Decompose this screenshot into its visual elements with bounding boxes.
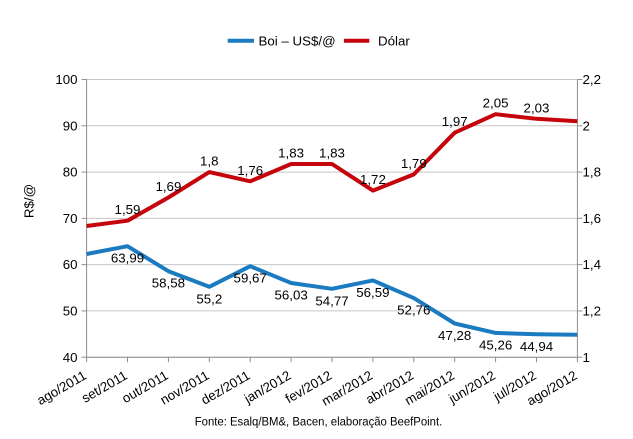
svg-text:1,6: 1,6 [583,211,602,226]
svg-text:1,69: 1,69 [155,179,181,194]
svg-text:1,72: 1,72 [360,172,386,187]
svg-text:40: 40 [63,350,78,365]
svg-text:80: 80 [63,165,78,180]
svg-text:56,03: 56,03 [274,288,307,303]
svg-text:54,77: 54,77 [315,293,348,308]
svg-text:1: 1 [583,350,590,365]
svg-text:63,99: 63,99 [111,251,144,266]
svg-text:59,67: 59,67 [234,271,267,286]
svg-text:1,59: 1,59 [115,202,141,217]
svg-text:45,26: 45,26 [479,337,512,352]
svg-text:100: 100 [55,72,77,87]
svg-text:1,8: 1,8 [583,165,602,180]
svg-text:Boi – US$/@: Boi – US$/@ [259,33,336,48]
svg-text:2,03: 2,03 [524,100,550,115]
svg-text:58,58: 58,58 [152,276,185,291]
svg-text:50: 50 [63,304,78,319]
svg-text:56,59: 56,59 [356,285,389,300]
svg-text:1,83: 1,83 [319,146,345,161]
svg-text:52,76: 52,76 [397,303,430,318]
svg-text:60: 60 [63,257,78,272]
svg-text:Fonte: Esalq/BM&, Bacen, elabo: Fonte: Esalq/BM&, Bacen, elaboração Beef… [195,415,443,428]
svg-text:1,2: 1,2 [583,304,602,319]
svg-text:2,2: 2,2 [583,72,602,87]
svg-text:90: 90 [63,118,78,133]
svg-text:2: 2 [583,118,590,133]
svg-text:47,28: 47,28 [438,328,471,343]
svg-text:1,97: 1,97 [442,114,468,129]
svg-text:1,4: 1,4 [583,257,602,272]
svg-text:Dólar: Dólar [378,33,410,48]
svg-text:70: 70 [63,211,78,226]
svg-text:55,2: 55,2 [196,291,222,306]
svg-text:1,8: 1,8 [200,154,219,169]
svg-text:2,05: 2,05 [483,96,509,111]
svg-text:R$/@: R$/@ [22,184,37,218]
svg-text:1,83: 1,83 [278,146,304,161]
svg-text:44,94: 44,94 [520,339,553,354]
svg-text:1,79: 1,79 [401,156,427,171]
svg-text:1,76: 1,76 [237,163,263,178]
